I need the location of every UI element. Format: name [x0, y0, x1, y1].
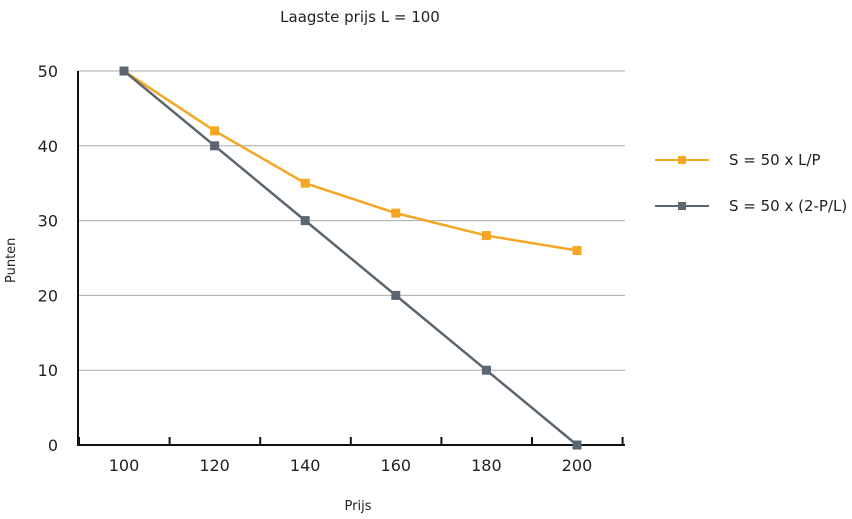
x-tick-label-120: 120 [199, 456, 230, 475]
x-tick-label-100: 100 [109, 456, 140, 475]
legend-swatch-series-2 [655, 202, 709, 210]
series-2-point-180 [481, 365, 491, 375]
y-tick-label-0: 0 [48, 436, 58, 455]
y-tick-label-10: 10 [38, 361, 58, 380]
series-1-point-120 [210, 126, 220, 136]
chart-title: Laagste prijs L = 100 [280, 8, 440, 26]
legend-item-series-2: S = 50 x (2-P/L) [655, 194, 847, 218]
series-line-1 [123, 69, 578, 252]
legend-label-series-1: S = 50 x L/P [729, 151, 821, 169]
series-line-2 [123, 70, 578, 446]
series-1-point-140 [300, 178, 310, 188]
y-tick-label-40: 40 [38, 137, 58, 156]
x-axis-label: Prijs [344, 499, 372, 514]
series-2-point-200 [572, 440, 582, 450]
y-tick-label-30: 30 [38, 212, 58, 231]
y-tick-label-20: 20 [38, 286, 58, 305]
x-tick-label-140: 140 [290, 456, 321, 475]
legend: S = 50 x L/P S = 50 x (2-P/L) [655, 148, 847, 240]
series-2-point-140 [300, 216, 310, 226]
series-1-point-180 [481, 231, 491, 241]
x-tick-label-200: 200 [562, 456, 593, 475]
series-1-point-200 [572, 246, 582, 256]
legend-item-series-1: S = 50 x L/P [655, 148, 847, 172]
series-2-point-120 [210, 141, 220, 151]
series-2-point-100 [119, 66, 129, 76]
x-tick-label-160: 160 [381, 456, 412, 475]
series-1-point-160 [391, 208, 401, 218]
y-tick-label-50: 50 [38, 62, 58, 81]
series-2-point-160 [391, 290, 401, 300]
legend-swatch-series-1 [655, 156, 709, 164]
x-tick-label-180: 180 [471, 456, 502, 475]
legend-label-series-2: S = 50 x (2-P/L) [729, 197, 848, 215]
y-axis-label: Punten [4, 237, 19, 283]
